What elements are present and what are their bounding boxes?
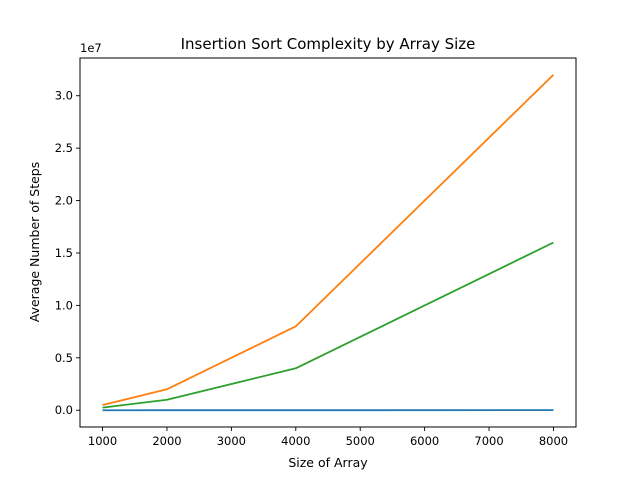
y-tick-label: 3.0	[55, 89, 73, 103]
x-tick-label: 6000	[410, 434, 439, 448]
x-tick-label: 1000	[88, 434, 117, 448]
series-line-2	[102, 74, 555, 406]
x-tick-label: 7000	[474, 434, 503, 448]
y-tick-label: 1.0	[55, 298, 73, 312]
y-tick-label: 2.5	[55, 141, 73, 155]
series-layer	[102, 74, 555, 412]
chart-title: Insertion Sort Complexity by Array Size	[181, 35, 476, 53]
x-tick-label: 5000	[346, 434, 375, 448]
y-axis-offset-label: 1e7	[80, 41, 102, 55]
y-tick-label: 0.5	[55, 351, 73, 365]
y-tick-label: 1.5	[55, 246, 73, 260]
y-tick-label: 2.0	[55, 194, 73, 208]
x-tick-label: 2000	[152, 434, 181, 448]
plot-frame	[79, 57, 577, 428]
x-tick-label: 4000	[281, 434, 310, 448]
y-tick-label: 0.0	[55, 403, 73, 417]
x-axis-label: Size of Array	[288, 455, 368, 470]
series-line-3	[102, 241, 554, 409]
ticks-layer: 1000 2000 3000 4000 5000 6000 7000 8000 0.0 0.5 1.…	[55, 89, 568, 448]
x-tick-label: 3000	[217, 434, 246, 448]
x-tick-label: 8000	[539, 434, 568, 448]
y-axis-label: Average Number of Steps	[27, 162, 42, 323]
